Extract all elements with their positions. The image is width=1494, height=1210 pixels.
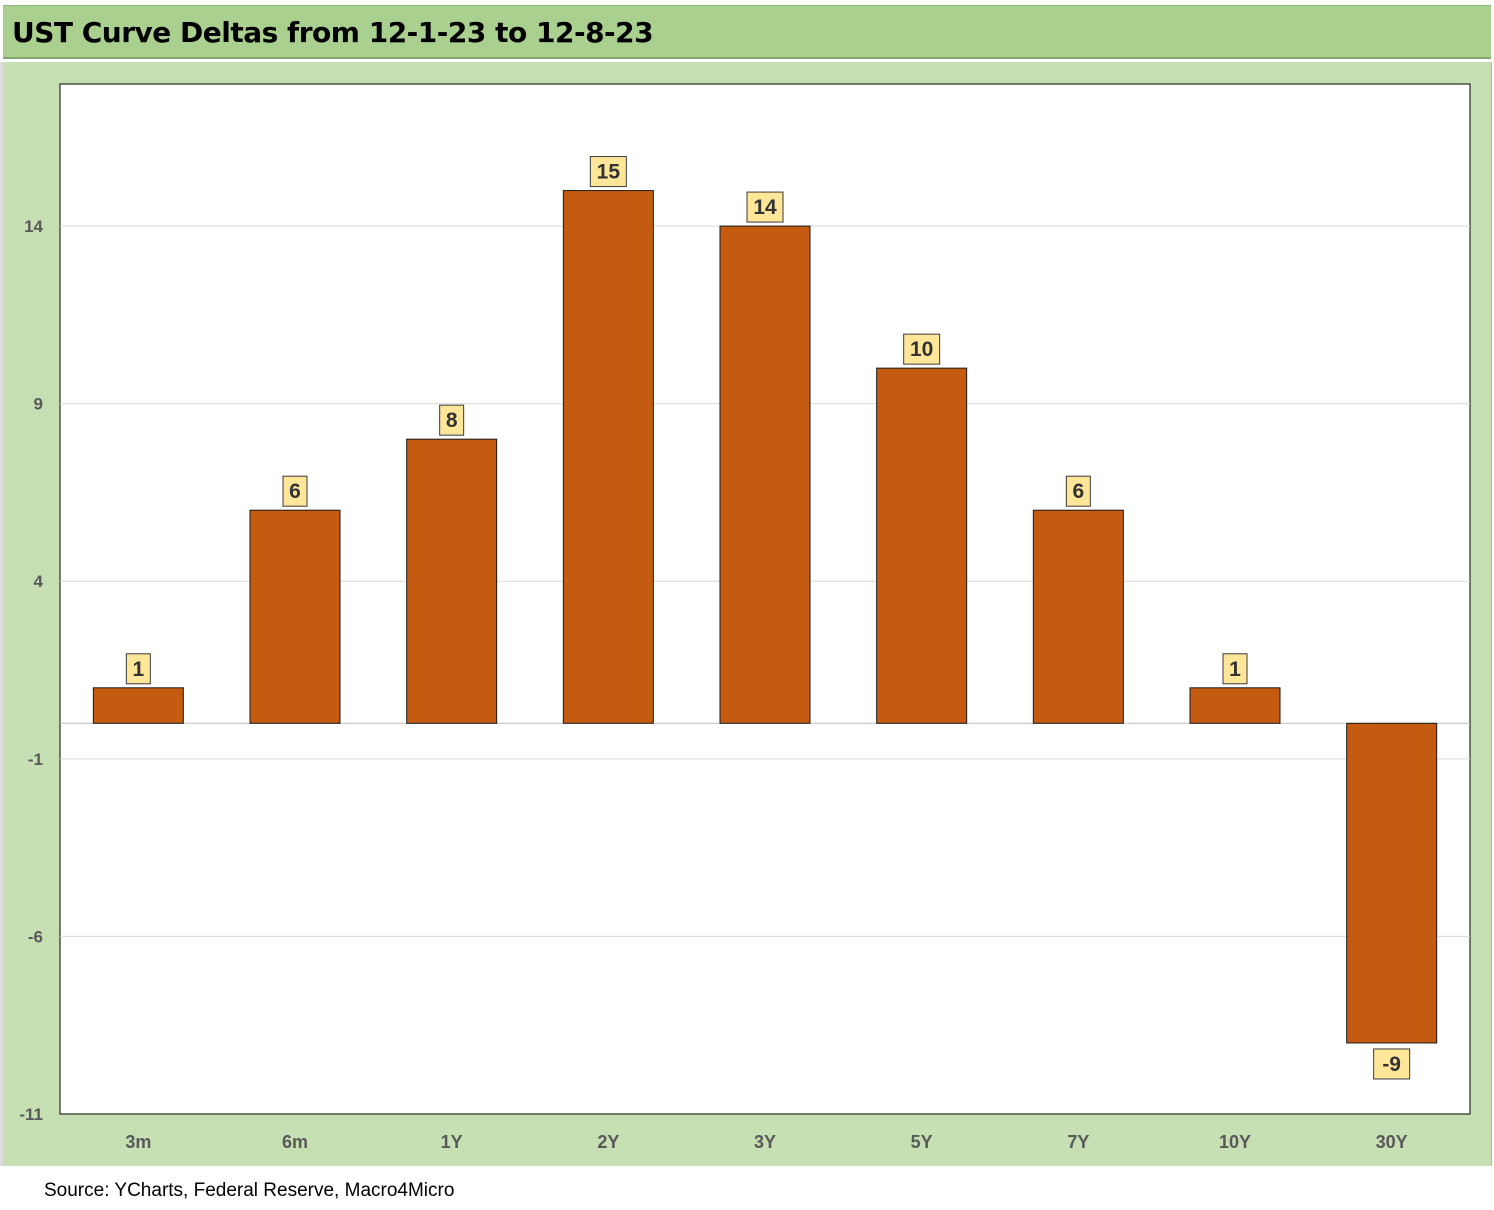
title-bar: UST Curve Deltas from 12-1-23 to 12-8-23: [3, 5, 1491, 59]
bar-7Y: [1032, 509, 1124, 724]
data-label: 1: [132, 658, 144, 681]
y-tick-label: -1: [28, 750, 43, 769]
bar-5Y: [876, 367, 968, 724]
x-tick-label: 6m: [282, 1132, 308, 1152]
data-label-box: [1222, 653, 1248, 685]
data-label: 10: [910, 338, 933, 361]
x-tick-label: 5Y: [911, 1132, 933, 1152]
x-tick-label: 3m: [125, 1132, 151, 1152]
data-label-box: [1373, 1048, 1411, 1080]
bar-3m: [92, 687, 184, 724]
y-tick-label: 4: [34, 572, 44, 591]
sheet-edge: [0, 62, 3, 1166]
bar-30Y: [1346, 722, 1438, 1044]
bar-3Y: [719, 225, 811, 724]
data-label-box: [1065, 475, 1091, 507]
x-tick-label: 7Y: [1067, 1132, 1089, 1152]
data-label: 6: [1072, 480, 1084, 503]
chart-title: UST Curve Deltas from 12-1-23 to 12-8-23: [12, 16, 654, 49]
x-tick-label: 2Y: [597, 1132, 619, 1152]
data-label-box: [746, 191, 784, 223]
x-tick-label: 3Y: [754, 1132, 776, 1152]
bar-10Y: [1189, 687, 1281, 724]
data-label-box: [439, 404, 465, 436]
data-label: 6: [289, 480, 301, 503]
x-tick-label: 10Y: [1219, 1132, 1251, 1152]
data-label-box: [903, 333, 941, 365]
y-tick-label: 9: [34, 395, 43, 414]
chart-area: -11 -6 -1 4 9 14 1 3m 6 6m 8 1Y 15 2Y 14 3Y 10 5Y 6 7Y 1 10Y -…: [3, 62, 1492, 1166]
data-label-box: [589, 156, 627, 188]
x-tick-label: 1Y: [441, 1132, 463, 1152]
data-label: 14: [753, 196, 777, 219]
data-label: -9: [1382, 1053, 1401, 1076]
x-tick-label: 30Y: [1376, 1132, 1408, 1152]
y-tick-label: 14: [24, 217, 43, 236]
y-tick-label: -6: [28, 927, 43, 946]
bar-1Y: [406, 438, 498, 724]
data-label: 15: [597, 161, 621, 184]
bar-2Y: [562, 190, 654, 724]
data-label-box: [282, 475, 308, 507]
data-label-box: [125, 653, 151, 685]
bar-6m: [249, 509, 341, 724]
bar-chart: -11 -6 -1 4 9 14 1 3m 6 6m 8 1Y 15 2Y 14 3Y 10 5Y 6 7Y 1 10Y -…: [19, 83, 1471, 1152]
data-label: 8: [446, 409, 458, 432]
y-tick-label: -11: [19, 1105, 43, 1124]
source-note: Source: YCharts, Federal Reserve, Macro4…: [44, 1180, 455, 1201]
data-label: 1: [1229, 658, 1241, 681]
